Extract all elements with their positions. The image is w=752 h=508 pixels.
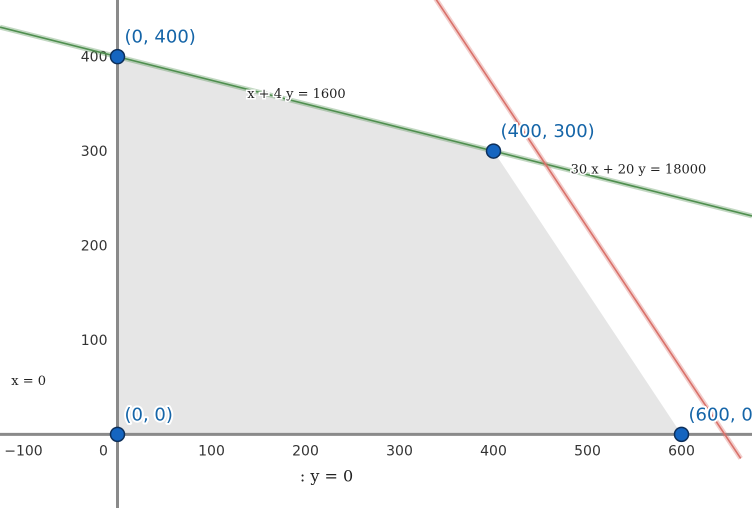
y-tick-label: 200 <box>81 239 108 255</box>
corner-point-label: (0, 400) <box>125 27 196 48</box>
equation-labels: x + 4 y = 1600 30 x + 20 y = 18000 x = 0 : … <box>10 86 708 486</box>
x-tick-label: 100 <box>198 443 225 459</box>
constraint-line-1[interactable] <box>0 26 752 217</box>
corner-point[interactable] <box>109 426 126 443</box>
equation-label-2: 30 x + 20 y = 18000 <box>571 163 707 178</box>
x-tick-label: 400 <box>480 443 507 459</box>
corner-points[interactable]: (0, 400) (400, 300) (0, 0) (600, 0) <box>109 25 752 443</box>
corner-point-label: (0, 0) <box>125 404 173 425</box>
constraint-line-2[interactable] <box>421 0 742 459</box>
tick-labels: −100 0 100 200 300 400 500 600 100 200 300 400 <box>4 50 695 460</box>
x-tick-label: −100 <box>4 443 42 459</box>
corner-point[interactable] <box>109 48 126 65</box>
feasible-region <box>117 56 682 435</box>
equation-label-1: x + 4 y = 1600 <box>247 87 345 102</box>
x-tick-label: 0 <box>99 443 108 459</box>
y-tick-label: 100 <box>81 333 108 349</box>
corner-point-label: (600, 0) <box>689 404 752 425</box>
x-tick-label: 200 <box>292 443 319 459</box>
x-tick-label: 600 <box>668 443 695 459</box>
corner-point[interactable] <box>673 426 690 443</box>
y-tick-label: 400 <box>81 50 108 66</box>
corner-point-label: (400, 300) <box>501 121 595 142</box>
y-tick-label: 300 <box>81 144 108 160</box>
x-equals-zero-label: x = 0 <box>11 374 46 389</box>
x-tick-label: 300 <box>386 443 413 459</box>
corner-point[interactable] <box>485 143 502 159</box>
constraint-lines <box>0 0 752 460</box>
y-equals-zero-label: : y = 0 <box>300 467 353 486</box>
x-tick-label: 500 <box>574 443 601 459</box>
